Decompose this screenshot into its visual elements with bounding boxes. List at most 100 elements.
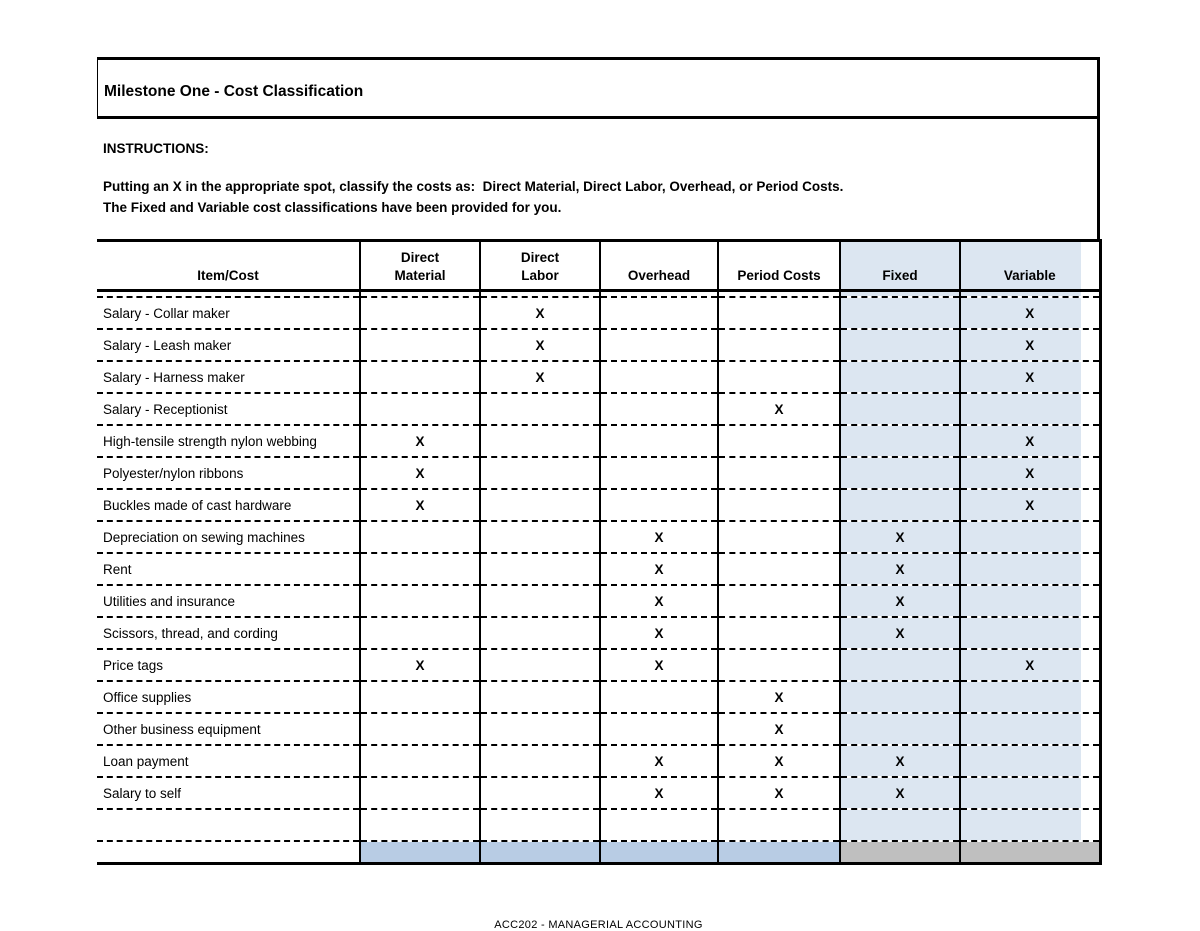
direct-material-cell xyxy=(359,712,480,745)
table-row: Rent X X xyxy=(97,552,1100,585)
direct-labor-cell xyxy=(479,456,600,489)
overhead-cell xyxy=(599,392,718,425)
fixed-cell xyxy=(839,840,960,864)
table-row: Other business equipment X xyxy=(97,712,1100,745)
period-costs-cell xyxy=(717,488,840,521)
direct-material-cell xyxy=(359,584,480,617)
fixed-cell xyxy=(839,360,960,393)
direct-material-cell xyxy=(359,680,480,713)
fixed-cell: X xyxy=(839,776,960,809)
period-costs-cell xyxy=(717,616,840,649)
header-row: Item/Cost Direct Material Direct Labor O… xyxy=(97,240,1100,292)
item-cost-cell: Office supplies xyxy=(97,680,360,713)
direct-labor-cell xyxy=(479,744,600,777)
variable-cell xyxy=(959,616,1100,649)
direct-labor-cell xyxy=(479,616,600,649)
page-footer: ACC202 - MANAGERIAL ACCOUNTING xyxy=(494,919,703,931)
direct-labor-cell xyxy=(479,840,600,864)
direct-labor-cell xyxy=(479,680,600,713)
table-row: Utilities and insurance X X xyxy=(97,584,1100,617)
worksheet: Milestone One - Cost Classification INST… xyxy=(97,57,1102,931)
instructions-heading: INSTRUCTIONS: xyxy=(103,141,209,156)
variable-cell xyxy=(959,712,1100,745)
overhead-cell: X xyxy=(599,776,718,809)
direct-material-cell xyxy=(359,552,480,585)
variable-cell: X xyxy=(959,648,1100,681)
fixed-cell: X xyxy=(839,584,960,617)
fixed-cell: X xyxy=(839,552,960,585)
direct-material-cell xyxy=(359,808,480,841)
direct-labor-cell xyxy=(479,808,600,841)
period-costs-cell: X xyxy=(717,776,840,809)
direct-material-cell xyxy=(359,840,480,864)
table-row: Salary - Leash maker X X xyxy=(97,328,1100,361)
direct-material-cell: X xyxy=(359,648,480,681)
fixed-cell xyxy=(839,712,960,745)
period-costs-cell: X xyxy=(717,392,840,425)
period-costs-cell: X xyxy=(717,712,840,745)
direct-material-cell xyxy=(359,360,480,393)
variable-cell xyxy=(959,552,1100,585)
fixed-cell: X xyxy=(839,616,960,649)
fixed-cell xyxy=(839,808,960,841)
direct-material-cell xyxy=(359,520,480,553)
table-row: Salary - Collar maker X X xyxy=(97,296,1100,329)
item-cost-cell: Salary - Collar maker xyxy=(97,296,360,329)
item-cost-cell xyxy=(97,840,360,864)
item-cost-cell: Salary - Harness maker xyxy=(97,360,360,393)
direct-labor-cell xyxy=(479,488,600,521)
total-row xyxy=(97,840,1100,864)
overhead-cell: X xyxy=(599,648,718,681)
direct-material-cell xyxy=(359,744,480,777)
period-costs-cell xyxy=(717,648,840,681)
table-row: Salary - Receptionist X xyxy=(97,392,1100,425)
item-cost-cell: Price tags xyxy=(97,648,360,681)
direct-material-cell xyxy=(359,328,480,361)
period-costs-cell xyxy=(717,552,840,585)
direct-material-cell: X xyxy=(359,488,480,521)
column-header-overhead: Overhead xyxy=(599,240,718,292)
direct-labor-cell xyxy=(479,552,600,585)
table-row: Salary to self X X X xyxy=(97,776,1100,809)
table-row: Price tags X X X xyxy=(97,648,1100,681)
column-header-period-costs: Period Costs xyxy=(717,240,840,292)
overhead-cell xyxy=(599,456,718,489)
overhead-cell xyxy=(599,296,718,329)
overhead-cell xyxy=(599,840,718,864)
period-costs-cell xyxy=(717,360,840,393)
direct-labor-cell xyxy=(479,648,600,681)
fixed-cell xyxy=(839,680,960,713)
variable-cell xyxy=(959,584,1100,617)
title-box: Milestone One - Cost Classification xyxy=(97,57,1100,119)
direct-material-cell xyxy=(359,392,480,425)
overhead-cell xyxy=(599,808,718,841)
period-costs-cell xyxy=(717,296,840,329)
table-row: Scissors, thread, and cording X X xyxy=(97,616,1100,649)
table-row: Polyester/nylon ribbons X X xyxy=(97,456,1100,489)
period-costs-cell xyxy=(717,456,840,489)
item-cost-cell: Rent xyxy=(97,552,360,585)
direct-material-cell: X xyxy=(359,456,480,489)
page-title: Milestone One - Cost Classification xyxy=(104,83,364,100)
variable-cell xyxy=(959,744,1100,777)
direct-labor-cell xyxy=(479,712,600,745)
item-cost-cell: High-tensile strength nylon webbing xyxy=(97,424,360,457)
cost-classification-table: Item/Cost Direct Material Direct Labor O… xyxy=(97,239,1102,865)
overhead-cell: X xyxy=(599,552,718,585)
item-cost-cell: Polyester/nylon ribbons xyxy=(97,456,360,489)
table-row: Loan payment X X X xyxy=(97,744,1100,777)
variable-cell: X xyxy=(959,456,1100,489)
variable-cell: X xyxy=(959,488,1100,521)
period-costs-cell xyxy=(717,520,840,553)
fixed-cell xyxy=(839,456,960,489)
table-row: Buckles made of cast hardware X X xyxy=(97,488,1100,521)
fixed-cell: X xyxy=(839,744,960,777)
variable-cell xyxy=(959,776,1100,809)
item-cost-cell: Scissors, thread, and cording xyxy=(97,616,360,649)
column-header-fixed: Fixed xyxy=(839,240,960,292)
item-cost-cell: Utilities and insurance xyxy=(97,584,360,617)
overhead-cell: X xyxy=(599,520,718,553)
fixed-cell xyxy=(839,392,960,425)
period-costs-cell xyxy=(717,424,840,457)
direct-labor-cell xyxy=(479,584,600,617)
